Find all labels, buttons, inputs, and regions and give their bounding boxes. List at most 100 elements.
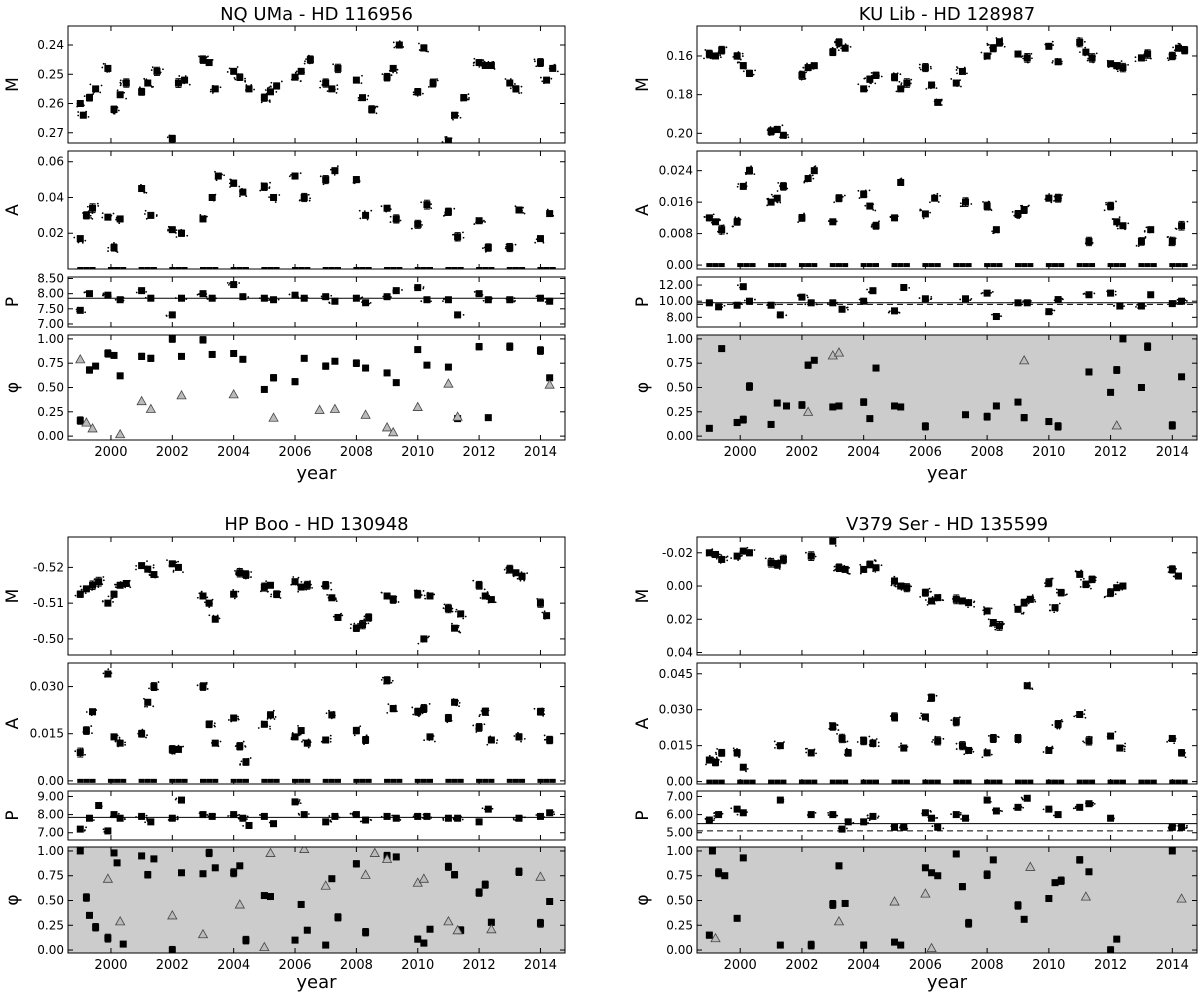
data-point	[174, 563, 182, 571]
observation-dot	[445, 136, 448, 138]
zero-marker	[1058, 263, 1065, 268]
observation-dot	[704, 49, 707, 51]
observation-dot	[1051, 60, 1054, 62]
data-point	[733, 52, 741, 60]
data-point	[423, 361, 431, 369]
data-point	[983, 52, 991, 60]
observation-dot	[330, 588, 333, 591]
observation-dot	[99, 91, 102, 94]
observation-dot	[990, 291, 993, 294]
data-point	[807, 552, 815, 560]
data-point	[866, 75, 874, 83]
observation-dot	[363, 618, 366, 621]
marks	[73, 165, 556, 269]
data-point	[705, 299, 713, 307]
observation-dot	[244, 745, 247, 748]
observation-dot	[539, 76, 542, 79]
y-axis-label: M	[633, 77, 653, 92]
data-point	[116, 215, 124, 223]
zero-marker	[427, 267, 434, 269]
zero-marker	[953, 263, 960, 268]
observation-dot	[1178, 43, 1181, 45]
observation-dot	[732, 225, 735, 228]
observation-dot	[239, 763, 242, 765]
data-point	[208, 294, 216, 302]
data-point	[352, 176, 360, 184]
observation-dot	[268, 299, 271, 301]
data-point	[515, 733, 523, 741]
panel-M: -0.52-0.51-0.50M	[3, 536, 566, 656]
observation-dot	[455, 608, 458, 611]
observation-dot	[893, 575, 896, 578]
observation-dot	[1166, 57, 1169, 60]
y-tick-label: 0.06	[37, 155, 64, 169]
observation-dot	[930, 67, 932, 70]
data-point	[475, 343, 483, 351]
zero-marker	[718, 263, 725, 268]
observation-dot	[777, 181, 780, 184]
observation-dot	[509, 87, 512, 90]
observation-dot	[401, 289, 403, 291]
observation-dot	[834, 544, 837, 547]
data-point	[199, 215, 207, 223]
observation-dot	[526, 572, 529, 575]
data-point	[810, 356, 818, 364]
observation-dot	[920, 209, 923, 212]
observation-dot	[336, 84, 339, 87]
zero-marker	[506, 778, 513, 783]
observation-dot	[102, 828, 105, 831]
data-point	[798, 401, 806, 409]
zero-marker	[390, 778, 397, 783]
data-point	[733, 552, 741, 560]
observation-dot	[389, 215, 392, 218]
data-point	[536, 347, 544, 355]
observation-dot	[115, 218, 118, 221]
observation-dot	[112, 601, 114, 603]
observation-dot	[107, 250, 109, 252]
observation-dot	[1178, 50, 1181, 52]
observation-dot	[391, 814, 394, 817]
zero-marker	[873, 263, 880, 268]
observation-dot	[172, 569, 175, 572]
observation-dot	[135, 816, 137, 818]
data-point	[1085, 368, 1093, 376]
data-point	[952, 79, 960, 87]
observation-dot	[182, 571, 184, 574]
zero-marker	[549, 267, 556, 269]
data-point	[1113, 218, 1121, 226]
observation-dot	[715, 756, 718, 759]
data-point	[705, 214, 713, 222]
data-point	[352, 860, 360, 868]
data-point	[291, 73, 299, 81]
data-point	[168, 560, 176, 568]
observation-dot	[833, 565, 836, 568]
observation-dot	[380, 205, 383, 208]
observation-dot	[114, 298, 117, 301]
observation-dot	[816, 303, 818, 306]
data-point	[242, 758, 250, 766]
zero-marker	[445, 778, 452, 783]
observation-dot	[473, 61, 476, 64]
data-point	[110, 849, 118, 857]
observation-dot	[101, 600, 104, 603]
observation-dot	[533, 58, 536, 61]
data-point	[903, 584, 911, 592]
observation-dot	[242, 740, 245, 743]
data-point	[1168, 421, 1176, 429]
y-tick-label: 0.00	[37, 429, 64, 443]
data-point	[1119, 335, 1127, 343]
y-tick-label: 0.20	[666, 126, 693, 140]
data-point	[454, 814, 462, 822]
observation-dot	[218, 617, 221, 620]
data-point	[95, 802, 103, 810]
observation-dot	[1056, 591, 1058, 594]
data-point	[549, 64, 557, 72]
data-point	[1088, 54, 1096, 62]
observation-dot	[307, 813, 310, 815]
observation-dot	[552, 811, 555, 813]
data-point	[328, 594, 336, 602]
data-point	[138, 562, 146, 570]
zero-marker	[897, 263, 904, 268]
observation-dot	[1051, 40, 1054, 43]
